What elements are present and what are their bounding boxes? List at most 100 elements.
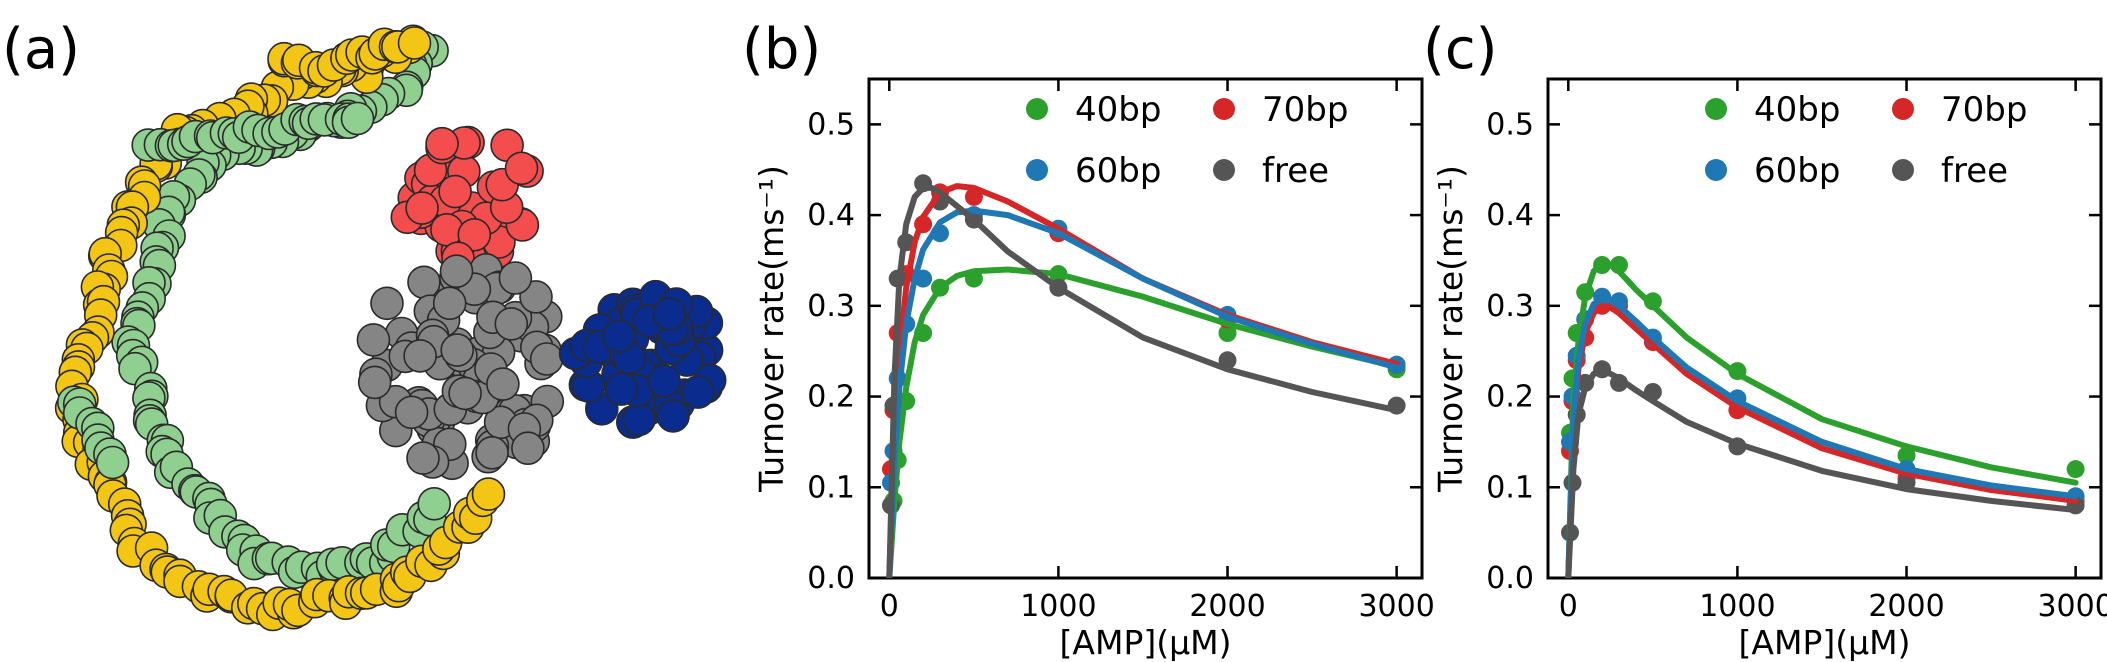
- chart-b-plot: 0.0 0.1 0.2 0.3 0.4 0.5 0 1000 2000 3000 [AMP](μM)…: [752, 77, 1435, 662]
- y-tick-label: 0.3: [1486, 289, 1534, 324]
- protein-bead-red: [425, 126, 459, 161]
- y-tick-label: 0.2: [807, 380, 855, 415]
- data-point-40bp: [1643, 292, 1662, 311]
- legend-label-60bp: 60bp: [1754, 151, 1840, 191]
- protein-bead-gray: [357, 365, 392, 400]
- protein-bead-gray: [529, 342, 564, 376]
- legend-marker-40bp: [1026, 98, 1048, 120]
- dna-bead-green: [417, 486, 452, 521]
- y-axis-label: Turnover rate(ms⁻¹): [1431, 165, 1470, 493]
- legend-marker-60bp: [1705, 159, 1727, 181]
- x-tick-label: 3000: [2037, 589, 2107, 624]
- protein-bead-gray: [440, 333, 475, 367]
- protein-bead-blue: [622, 402, 656, 437]
- protein-bead-gray: [439, 254, 474, 289]
- panel-label-b: (b): [742, 17, 821, 82]
- protein-bead-gray: [356, 323, 391, 357]
- fit-line-free: [1565, 368, 2079, 578]
- protein-bead-gray: [370, 286, 404, 321]
- protein-bead-gray: [407, 265, 441, 300]
- panel-a-molecule: (a): [2, 17, 727, 632]
- dna-bead-green: [340, 101, 375, 136]
- data-point-40bp: [1218, 324, 1237, 342]
- x-axis-label: [AMP](μM): [1060, 623, 1232, 662]
- protein-bead-gray: [494, 307, 529, 341]
- y-tick-label: 0.1: [807, 470, 855, 505]
- y-tick-label: 0.5: [807, 107, 855, 142]
- x-axis-label: [AMP](μM): [1739, 623, 1911, 662]
- plot-area: [882, 174, 1406, 578]
- plot-area: [1561, 256, 2085, 578]
- protein-bead-gray: [406, 441, 440, 475]
- legend-label-free: free: [1262, 151, 1329, 191]
- y-tick-label: 0.2: [1486, 380, 1534, 415]
- protein-bead-blue: [652, 297, 687, 331]
- protein-bead-gray: [403, 339, 437, 373]
- protein-bead-red: [430, 213, 464, 247]
- dna-bead-green: [95, 445, 130, 480]
- fit-line-60bp: [886, 207, 1400, 578]
- protein-bead-blue: [647, 364, 681, 398]
- x-tick-label: 3000: [1358, 589, 1434, 624]
- protein-bead-red: [405, 191, 439, 225]
- protein-bead-blue: [681, 375, 715, 409]
- panel-label-c: (c): [1423, 17, 1497, 82]
- fit-line-free: [886, 184, 1400, 578]
- y-tick-label: 0.5: [1486, 107, 1534, 142]
- legend-marker-70bp: [1213, 98, 1235, 120]
- x-tick-label: 2000: [1868, 589, 1944, 624]
- y-tick-label: 0.0: [1486, 561, 1534, 596]
- panel-b-chart: (b) 0.0 0.1 0.2 0.3 0.4 0.5 0 1000 2000 3000 [AMP]…: [742, 17, 1435, 662]
- y-tick-label: 0.1: [1486, 470, 1534, 505]
- legend-label-60bp: 60bp: [1075, 151, 1161, 191]
- data-point-40bp: [1897, 446, 1916, 465]
- x-tick-label: 0: [1559, 589, 1578, 624]
- legend-label-40bp: 40bp: [1754, 90, 1840, 130]
- dna-bead-yellow: [397, 26, 432, 60]
- y-tick-label: 0.4: [1486, 198, 1534, 233]
- data-point-40bp: [2066, 460, 2085, 479]
- y-tick-label: 0.3: [807, 289, 855, 324]
- x-tick-label: 1000: [1020, 589, 1096, 624]
- legend-marker-70bp: [1892, 98, 1914, 120]
- y-axis-label: Turnover rate(ms⁻¹): [752, 165, 791, 493]
- dna-bead-yellow: [471, 477, 506, 511]
- x-tick-label: 1000: [1699, 589, 1775, 624]
- legend-marker-free: [1892, 159, 1914, 181]
- legend-label-70bp: 70bp: [1941, 90, 2027, 130]
- fit-line-40bp: [1565, 260, 2079, 578]
- x-tick-label: 2000: [1189, 589, 1265, 624]
- chart-c-plot: 0.0 0.1 0.2 0.3 0.4 0.5 0 1000 2000 3000 [AMP](μM)…: [1431, 77, 2107, 662]
- fit-line-40bp: [886, 266, 1400, 578]
- protein-bead-gray: [432, 286, 467, 321]
- y-tick-label: 0.0: [807, 561, 855, 596]
- legend-marker-40bp: [1705, 98, 1727, 120]
- axes-frame: [1546, 77, 2103, 580]
- legend-marker-free: [1213, 159, 1235, 181]
- protein-bead-gray: [511, 431, 545, 466]
- x-tick-label: 0: [880, 589, 899, 624]
- y-tick-label: 0.4: [807, 198, 855, 233]
- axes-frame: [867, 77, 1424, 580]
- protein-bead-gray: [498, 261, 533, 295]
- protein-bead-red: [438, 174, 472, 209]
- protein-bead-red: [504, 151, 539, 186]
- legend-label-40bp: 40bp: [1075, 90, 1161, 130]
- protein-bead-red: [457, 218, 492, 252]
- protein-bead-blue: [601, 319, 636, 353]
- protein-bead-blue: [656, 399, 690, 433]
- protein-bead-blue: [604, 372, 639, 406]
- protein-bead-gray: [475, 435, 509, 470]
- protein-bead-gray: [486, 367, 520, 401]
- panel-c-chart: (c) 0.0 0.1 0.2 0.3 0.4 0.5 0 1000 2000 3000 [AMP]…: [1423, 17, 2107, 662]
- legend-label-free: free: [1941, 151, 2008, 191]
- legend-label-70bp: 70bp: [1262, 90, 1348, 130]
- protein-bead-gray: [448, 376, 482, 411]
- fit-line-70bp: [886, 183, 1400, 578]
- panel-label-a: (a): [2, 17, 80, 82]
- protein-bead-gray: [394, 395, 429, 430]
- legend-marker-60bp: [1026, 159, 1048, 181]
- bead-model: [54, 24, 727, 632]
- fit-line-60bp: [1565, 295, 2079, 578]
